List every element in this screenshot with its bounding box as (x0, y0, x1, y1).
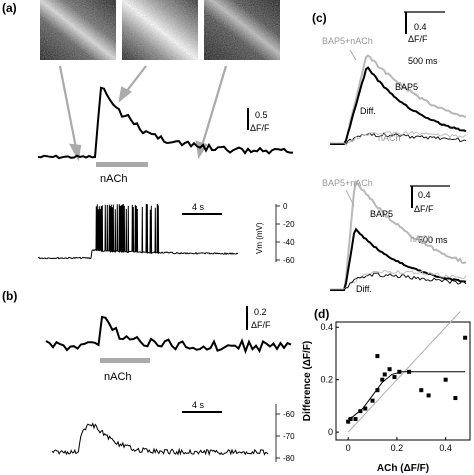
scatter-plot-d: 0 0.2 0.4 0 0.2 0.4 ACh (ΔF/F) Difference (ΔF/F… (302, 311, 471, 474)
vm-tick-b-0: -60 (283, 410, 295, 419)
trace-label-c-top-3: nACh (378, 133, 401, 143)
y-tick-label-1: 0.2 (320, 375, 333, 385)
fluorescence-trace-b (45, 315, 292, 355)
data-point-3 (358, 409, 363, 414)
scale-bar-unit-a: ΔF/F (250, 123, 270, 133)
vm-axis-label-a: Vm (mV) (255, 222, 264, 254)
vm-tick-b-1: -70 (283, 432, 295, 441)
x-tick-label-1: 0.2 (391, 443, 404, 453)
scale-bar-unit-b: ΔF/F (251, 320, 271, 330)
stimulus-bar-b (100, 358, 150, 363)
fluorescence-trace-a (37, 86, 293, 160)
data-point-8 (382, 372, 387, 377)
x-tick-label-0: 0 (346, 443, 351, 453)
trace-label-c-bottom-3: Diff. (356, 284, 372, 294)
data-point-18 (463, 335, 468, 340)
scale-unit-c-top: ΔF/F (408, 34, 428, 44)
vm-tick-a-1: -20 (283, 220, 295, 229)
plot-frame (335, 321, 471, 441)
data-point-4 (363, 406, 368, 411)
membrane-potential-trace-b (51, 422, 269, 457)
imaging-frame-3 (204, 0, 280, 60)
y-tick-label-2: 0.4 (320, 322, 333, 332)
data-point-2 (353, 417, 358, 422)
bap5-nach-trace-top (330, 54, 467, 145)
diff-trace-bottom (330, 272, 467, 291)
stimulus-label-b: nACh (104, 371, 132, 383)
panel-label-a: (a) (2, 1, 17, 15)
trace-label-c-bottom-2: nACh (410, 234, 433, 244)
data-point-11 (397, 369, 402, 374)
bap5-nach-trace-bottom (330, 179, 467, 291)
stimulus-label-a: nACh (100, 173, 128, 185)
bap5-trace-bottom (330, 227, 466, 291)
scale-value-c-bottom: 0.4 (418, 190, 431, 200)
vm-tick-a-2: -40 (283, 238, 295, 247)
trace-label-c-top-1: BAP5 (395, 82, 418, 92)
data-point-1 (348, 417, 353, 422)
membrane-potential-trace-a (37, 203, 239, 260)
panel-label-b: (b) (2, 289, 17, 303)
bap5-trace-top (330, 66, 467, 145)
panel-label-d: (d) (314, 307, 329, 321)
data-point-10 (392, 375, 397, 380)
data-point-12 (375, 354, 380, 359)
data-point-15 (426, 393, 431, 398)
y-axis-label: Difference (ΔF/F) (302, 341, 313, 422)
time-bar-label-b: 4 s (192, 400, 205, 410)
data-point-7 (380, 377, 385, 382)
fit-line (347, 371, 466, 420)
label-pointer-c-bottom (345, 189, 355, 207)
trace-label-c-bottom-1: BAP5 (370, 209, 393, 219)
data-point-0 (346, 419, 351, 424)
scale-bar-value-b: 0.2 (254, 307, 267, 317)
x-tick-label-2: 0.4 (439, 443, 452, 453)
vm-tick-b-2: -80 (283, 454, 295, 463)
vm-axis-b: -60 -70 -80 (275, 404, 295, 463)
trace-label-c-top-0: BAP5+nACh (322, 36, 373, 46)
y-tick-label-0: 0 (328, 427, 333, 437)
scale-unit-c-bottom: ΔF/F (414, 204, 434, 214)
panel-label-c: (c) (312, 11, 327, 25)
imaging-frame-1 (40, 0, 116, 60)
data-point-13 (407, 369, 412, 374)
vm-tick-a-3: -60 (283, 256, 295, 265)
data-point-6 (375, 388, 380, 393)
x-axis-label: ACh (ΔF/F) (377, 463, 429, 474)
time-label-c-bottom: 500 ms (418, 235, 448, 245)
label-pointer-c-top (349, 49, 357, 61)
scale-value-c-top: 0.4 (414, 22, 427, 32)
trace-label-c-top-2: Diff. (360, 106, 376, 116)
vm-axis-a: 0 -20 -40 -60 Vm (mV) (255, 202, 295, 265)
data-point-5 (370, 398, 375, 403)
data-point-16 (443, 377, 448, 382)
scale-bar-value-a: 0.5 (255, 110, 268, 120)
data-point-14 (419, 388, 424, 393)
stimulus-bar-a (96, 162, 148, 167)
data-point-9 (387, 367, 392, 372)
vm-tick-a-0: 0 (283, 202, 288, 211)
time-label-c-top: 500 ms (408, 56, 438, 66)
data-point-17 (453, 396, 458, 401)
nach-trace-top (330, 130, 467, 146)
frame-arrows (58, 65, 228, 162)
trace-label-c-bottom-0: BAP5+nACh (322, 178, 373, 188)
time-bar-label-a: 4 s (192, 202, 205, 212)
imaging-frame-2 (122, 0, 198, 60)
